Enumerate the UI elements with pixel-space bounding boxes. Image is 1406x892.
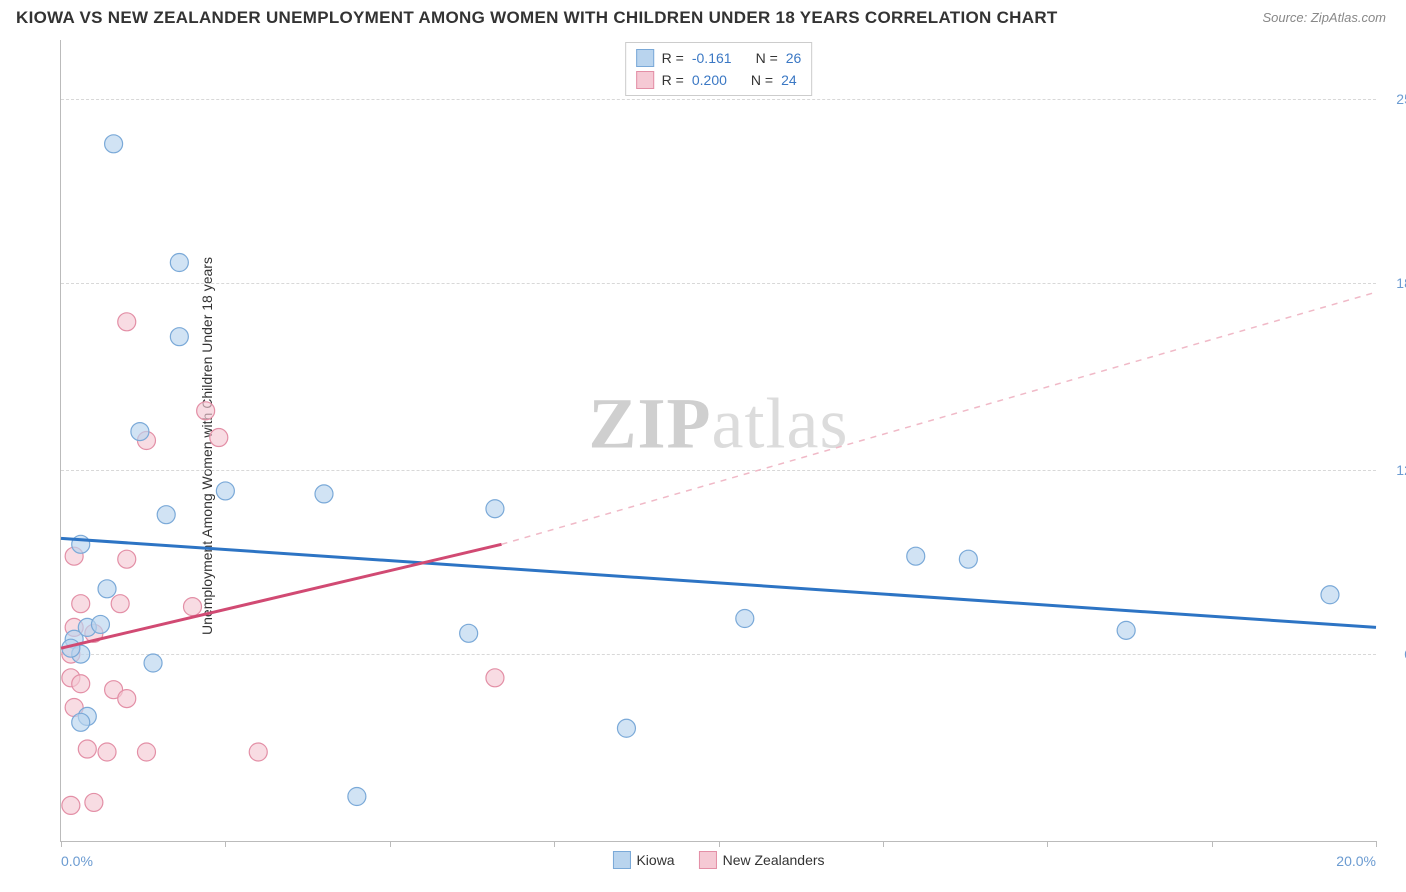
n-value-nz: 24 xyxy=(781,69,797,91)
x-tick-label: 0.0% xyxy=(61,853,93,869)
swatch-nz xyxy=(636,71,654,89)
scatter-point xyxy=(85,793,103,811)
scatter-point xyxy=(959,550,977,568)
scatter-point xyxy=(91,615,109,633)
scatter-point xyxy=(105,135,123,153)
scatter-point xyxy=(98,743,116,761)
legend-row-nz: R = 0.200 N = 24 xyxy=(636,69,802,91)
scatter-point xyxy=(617,719,635,737)
scatter-point xyxy=(144,654,162,672)
scatter-point xyxy=(72,713,90,731)
r-value-kiowa: -0.161 xyxy=(692,47,732,69)
plot-area: ZIPatlas 6.3%12.5%18.8%25.0% 0.0%20.0% R… xyxy=(60,40,1376,842)
scatter-point xyxy=(157,506,175,524)
scatter-point xyxy=(315,485,333,503)
scatter-point xyxy=(486,500,504,518)
swatch-kiowa xyxy=(612,851,630,869)
legend-label-kiowa: Kiowa xyxy=(636,852,674,868)
n-label: N = xyxy=(751,69,773,91)
swatch-kiowa xyxy=(636,49,654,67)
scatter-point xyxy=(170,328,188,346)
x-tick xyxy=(719,841,720,847)
x-tick xyxy=(554,841,555,847)
trend-kiowa xyxy=(61,538,1376,627)
scatter-point xyxy=(72,675,90,693)
r-label: R = xyxy=(662,47,684,69)
scatter-point xyxy=(72,595,90,613)
scatter-point xyxy=(98,580,116,598)
legend-item-nz: New Zealanders xyxy=(699,851,825,869)
swatch-nz xyxy=(699,851,717,869)
scatter-point xyxy=(210,429,228,447)
scatter-point xyxy=(118,313,136,331)
x-tick xyxy=(390,841,391,847)
chart-title: KIOWA VS NEW ZEALANDER UNEMPLOYMENT AMON… xyxy=(16,8,1058,28)
scatter-point xyxy=(184,598,202,616)
scatter-point xyxy=(907,547,925,565)
legend-item-kiowa: Kiowa xyxy=(612,851,674,869)
trend-nz-dashed xyxy=(502,292,1376,544)
correlation-legend: R = -0.161 N = 26 R = 0.200 N = 24 xyxy=(625,42,813,96)
scatter-point xyxy=(78,740,96,758)
x-tick-label: 20.0% xyxy=(1336,853,1376,869)
scatter-point xyxy=(111,595,129,613)
series-legend: Kiowa New Zealanders xyxy=(612,851,824,869)
scatter-point xyxy=(137,743,155,761)
scatter-point xyxy=(170,254,188,272)
r-value-nz: 0.200 xyxy=(692,69,727,91)
y-tick-label: 18.8% xyxy=(1381,275,1406,291)
scatter-point xyxy=(197,402,215,420)
x-tick xyxy=(1376,841,1377,847)
chart-svg xyxy=(61,40,1376,841)
scatter-point xyxy=(131,423,149,441)
scatter-point xyxy=(216,482,234,500)
scatter-point xyxy=(249,743,267,761)
legend-label-nz: New Zealanders xyxy=(723,852,825,868)
source-label: Source: ZipAtlas.com xyxy=(1262,10,1386,25)
scatter-point xyxy=(486,669,504,687)
y-tick-label: 6.3% xyxy=(1381,646,1406,662)
y-tick-label: 25.0% xyxy=(1381,91,1406,107)
scatter-point xyxy=(62,796,80,814)
scatter-point xyxy=(118,550,136,568)
y-tick-label: 12.5% xyxy=(1381,462,1406,478)
x-tick xyxy=(1212,841,1213,847)
legend-row-kiowa: R = -0.161 N = 26 xyxy=(636,47,802,69)
x-tick xyxy=(225,841,226,847)
x-tick xyxy=(61,841,62,847)
x-tick xyxy=(1047,841,1048,847)
scatter-point xyxy=(460,624,478,642)
n-value-kiowa: 26 xyxy=(786,47,802,69)
scatter-point xyxy=(736,610,754,628)
scatter-point xyxy=(348,788,366,806)
r-label: R = xyxy=(662,69,684,91)
n-label: N = xyxy=(756,47,778,69)
scatter-point xyxy=(1117,621,1135,639)
scatter-point xyxy=(118,690,136,708)
scatter-point xyxy=(1321,586,1339,604)
x-tick xyxy=(883,841,884,847)
